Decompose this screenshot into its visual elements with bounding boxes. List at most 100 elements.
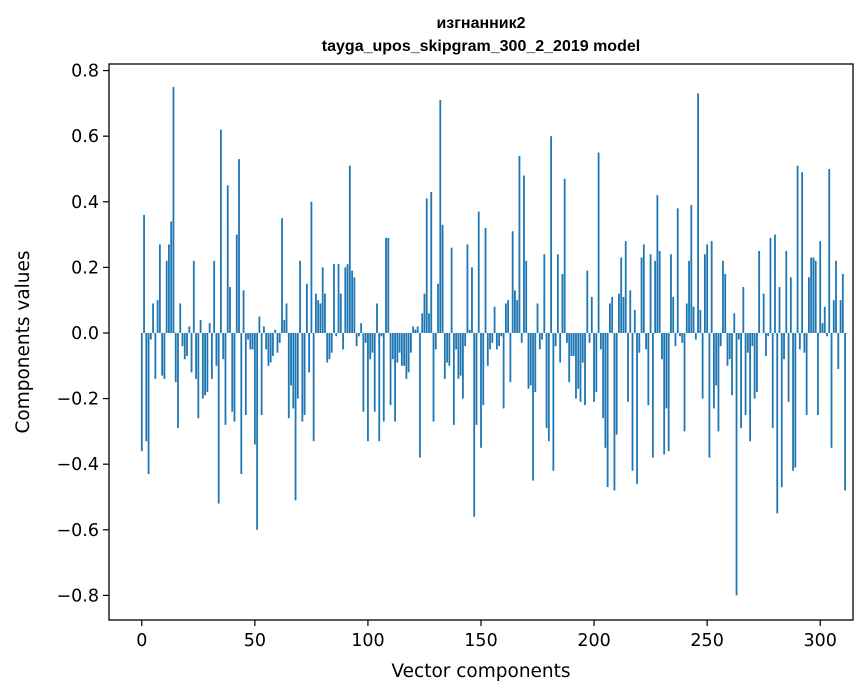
bar <box>400 332 403 366</box>
bar <box>672 296 675 333</box>
bar <box>744 332 747 415</box>
bar <box>597 152 600 333</box>
bar <box>683 332 686 432</box>
bar <box>156 300 159 333</box>
bar <box>263 326 265 333</box>
y-tick-label: −0.4 <box>57 455 100 475</box>
bar <box>676 208 679 333</box>
bar <box>817 332 819 415</box>
bar <box>163 332 166 379</box>
bar <box>145 332 148 442</box>
bar <box>613 332 616 491</box>
bar <box>742 287 745 333</box>
bar <box>507 300 510 333</box>
bar <box>502 332 505 409</box>
bar <box>394 332 396 422</box>
bar <box>143 214 145 333</box>
bar <box>186 332 188 356</box>
bar <box>204 332 207 396</box>
bar <box>550 136 553 333</box>
bar <box>378 332 381 442</box>
bar <box>545 332 548 429</box>
bar <box>179 303 182 333</box>
bar <box>357 332 360 337</box>
bar <box>719 332 722 347</box>
bar <box>701 332 704 399</box>
bar <box>335 332 338 337</box>
bar <box>624 241 627 333</box>
bar <box>710 241 713 333</box>
bar <box>432 332 435 422</box>
bar <box>622 296 625 333</box>
bar <box>272 332 274 356</box>
bar <box>437 283 439 333</box>
bar <box>466 244 469 333</box>
bar <box>353 277 356 333</box>
bar <box>581 332 584 363</box>
bar <box>681 332 684 343</box>
bar <box>450 247 453 333</box>
bar <box>471 267 473 333</box>
bar <box>149 332 152 340</box>
bar <box>629 290 632 333</box>
bar <box>511 231 514 333</box>
bar <box>792 332 794 471</box>
x-axis-ticks: 0 50 100 150 200 250 300 <box>136 620 837 651</box>
bar <box>532 332 534 481</box>
bar <box>523 175 525 333</box>
bar <box>491 332 494 343</box>
bar <box>480 332 482 448</box>
bar <box>631 332 634 471</box>
bar <box>462 332 464 399</box>
bar <box>391 332 394 360</box>
bar <box>403 332 406 366</box>
bar <box>256 332 259 530</box>
bar <box>618 293 620 333</box>
bar <box>181 332 184 347</box>
bar <box>380 332 383 337</box>
bar <box>765 332 767 356</box>
bar <box>518 155 521 333</box>
bar <box>556 254 559 333</box>
bar <box>776 332 779 514</box>
bar <box>609 303 611 333</box>
bar <box>369 332 372 360</box>
bar <box>844 332 846 491</box>
bar <box>477 211 480 333</box>
bar <box>819 241 822 333</box>
bar <box>405 332 408 379</box>
bar <box>409 332 412 353</box>
bar <box>489 332 491 350</box>
bar <box>541 332 543 340</box>
y-axis-ticks: −0.8 −0.6 −0.4 −0.2 0.0 0.2 0.4 0.6 0.8 <box>57 62 109 606</box>
bar <box>830 332 833 448</box>
x-tick-label: 250 <box>690 631 723 651</box>
bar <box>780 332 783 488</box>
bar <box>240 332 243 475</box>
bar <box>414 329 417 333</box>
bar <box>661 332 663 360</box>
bar <box>443 332 446 379</box>
bar <box>787 332 790 402</box>
bar <box>222 332 225 360</box>
bar <box>814 260 817 333</box>
bar <box>294 332 297 501</box>
bar <box>464 332 467 347</box>
bar <box>692 306 695 333</box>
bar <box>645 332 647 350</box>
bar <box>423 293 426 333</box>
bar <box>333 264 335 333</box>
bar <box>473 332 476 517</box>
bar <box>319 303 322 333</box>
bar <box>317 300 320 333</box>
bar <box>837 332 840 370</box>
bar <box>789 277 792 333</box>
bar <box>459 332 462 376</box>
bar <box>238 159 240 333</box>
bar <box>561 273 564 333</box>
plot-frame <box>108 63 854 621</box>
bar <box>509 332 512 383</box>
bar <box>543 254 546 333</box>
bar <box>152 303 154 333</box>
bar <box>685 303 688 333</box>
